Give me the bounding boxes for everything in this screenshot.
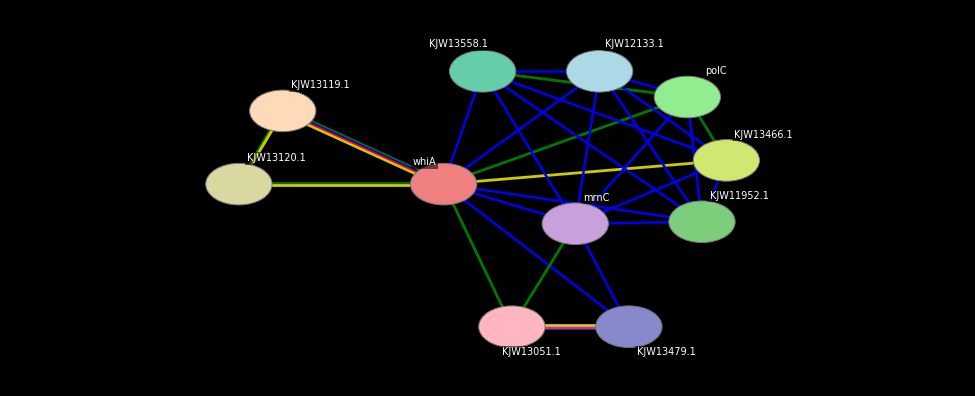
Ellipse shape xyxy=(542,203,608,244)
Ellipse shape xyxy=(566,50,633,92)
Ellipse shape xyxy=(693,140,760,181)
Text: KJW13120.1: KJW13120.1 xyxy=(247,153,305,164)
Text: KJW11952.1: KJW11952.1 xyxy=(710,191,768,201)
Text: KJW13051.1: KJW13051.1 xyxy=(502,347,561,358)
Text: whiA: whiA xyxy=(412,157,436,168)
Text: KJW13119.1: KJW13119.1 xyxy=(291,80,349,90)
Ellipse shape xyxy=(250,90,316,131)
Text: KJW12133.1: KJW12133.1 xyxy=(604,39,663,50)
Ellipse shape xyxy=(410,163,477,205)
Ellipse shape xyxy=(669,201,735,242)
Text: mrnC: mrnC xyxy=(583,193,609,203)
Ellipse shape xyxy=(654,76,721,118)
Text: KJW13479.1: KJW13479.1 xyxy=(637,347,695,358)
Text: polC: polC xyxy=(705,66,726,76)
Text: KJW13466.1: KJW13466.1 xyxy=(734,129,793,140)
Ellipse shape xyxy=(449,50,516,92)
Ellipse shape xyxy=(206,163,272,205)
Ellipse shape xyxy=(479,306,545,348)
Ellipse shape xyxy=(596,306,662,348)
Text: KJW13558.1: KJW13558.1 xyxy=(429,39,488,50)
